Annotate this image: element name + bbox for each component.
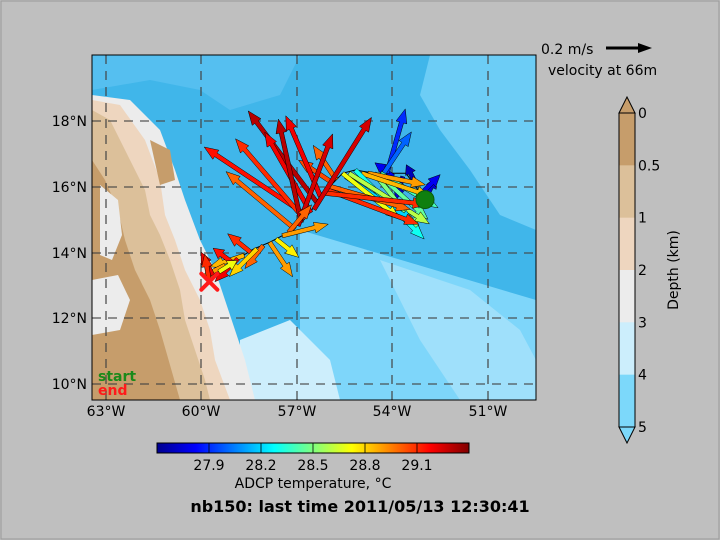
y-tick-label: 12°N <box>52 311 87 327</box>
ocean-light-patch <box>420 55 536 230</box>
velocity-arrow <box>227 233 253 255</box>
land-ridge <box>150 140 175 185</box>
temperature-tick-label: 27.9 <box>193 458 224 474</box>
map-frame <box>91 54 537 401</box>
map-panel: start end <box>92 55 536 400</box>
x-tick-label: 63°W <box>87 404 126 420</box>
velocity-arrow <box>274 236 300 258</box>
ocean-shallow-south <box>240 320 340 400</box>
reference-speed-label: 0.2 m/s <box>541 42 593 58</box>
depth-band <box>619 217 635 271</box>
x-tick-labels: 63°W 60°W 57°W 54°W 51°W <box>87 404 508 420</box>
depth-tick-label: 3 <box>638 315 647 331</box>
depth-colorbar-frame <box>618 112 636 428</box>
temperature-colorbar: 27.9 28.2 28.5 28.8 29.1 ADCP temperature, °… <box>156 442 470 492</box>
reference-vector: 0.2 m/s velocity at 66m <box>541 42 657 79</box>
velocity-arrow <box>203 146 310 219</box>
reference-arrow-head <box>638 43 652 53</box>
velocity-arrow <box>347 171 430 225</box>
velocity-arrow <box>275 118 304 224</box>
depth-tick-label: 5 <box>638 420 647 436</box>
temperature-tick-labels: 27.9 28.2 28.5 28.8 29.1 <box>193 443 433 474</box>
depth-bands <box>619 113 635 428</box>
y-tick-label: 18°N <box>52 114 87 130</box>
depth-band <box>619 113 635 166</box>
velocity-arrow <box>267 240 293 278</box>
x-tick-label: 54°W <box>373 404 412 420</box>
depth-colorbar-label: Depth (km) <box>666 230 682 310</box>
reference-caption: velocity at 66m <box>548 63 657 79</box>
depth-tick-label: 2 <box>638 263 647 279</box>
y-tick-labels: 10°N 12°N 14°N 16°N 18°N <box>52 114 87 393</box>
velocity-arrow <box>367 170 427 188</box>
ocean-lighter-south <box>380 260 536 400</box>
velocity-arrow <box>225 171 297 232</box>
depth-tick-label: 1 <box>638 211 647 227</box>
depth-colorbar: 0 0.5 1 2 3 4 5 Depth (km) <box>618 95 682 445</box>
x-tick-label: 60°W <box>182 404 221 420</box>
x-tick-label: 51°W <box>469 404 508 420</box>
start-legend-label: start <box>98 369 136 385</box>
velocity-vectors <box>200 108 441 283</box>
velocity-arrow <box>228 246 259 277</box>
y-tick-label: 14°N <box>52 246 87 262</box>
temperature-colorbar-label: ADCP temperature, °C <box>235 476 392 492</box>
velocity-arrow <box>311 116 372 211</box>
velocity-arrow <box>381 131 412 175</box>
end-legend-label: end <box>98 383 127 399</box>
temperature-tick-label: 29.1 <box>401 458 432 474</box>
land-basin-south <box>92 275 130 335</box>
temperature-tick-label: 28.2 <box>245 458 276 474</box>
depth-band <box>619 165 635 219</box>
depth-tick-label: 4 <box>638 368 647 384</box>
map-grid <box>92 55 536 400</box>
figure-title: nb150: last time 2011/05/13 12:30:41 <box>190 497 529 516</box>
depth-tick-labels: 0 0.5 1 2 3 4 5 <box>638 106 660 436</box>
velocity-arrow <box>235 138 307 222</box>
end-marker <box>199 271 220 292</box>
x-tick-label: 57°W <box>278 404 317 420</box>
velocity-arrow <box>286 204 313 235</box>
y-tick-label: 10°N <box>52 377 87 393</box>
temperature-tick-label: 28.8 <box>349 458 380 474</box>
depth-tick-label: 0.5 <box>638 158 660 174</box>
depth-band <box>619 374 635 428</box>
y-tick-label: 16°N <box>52 180 87 196</box>
velocity-arrow <box>217 260 238 275</box>
depth-tick-label: 0 <box>638 106 647 122</box>
depth-band <box>619 322 635 376</box>
ocean-shelf-patch <box>92 55 300 110</box>
start-marker <box>415 190 435 210</box>
temperature-tick-label: 28.5 <box>297 458 328 474</box>
velocity-arrow <box>281 222 329 239</box>
depth-band <box>619 270 635 323</box>
